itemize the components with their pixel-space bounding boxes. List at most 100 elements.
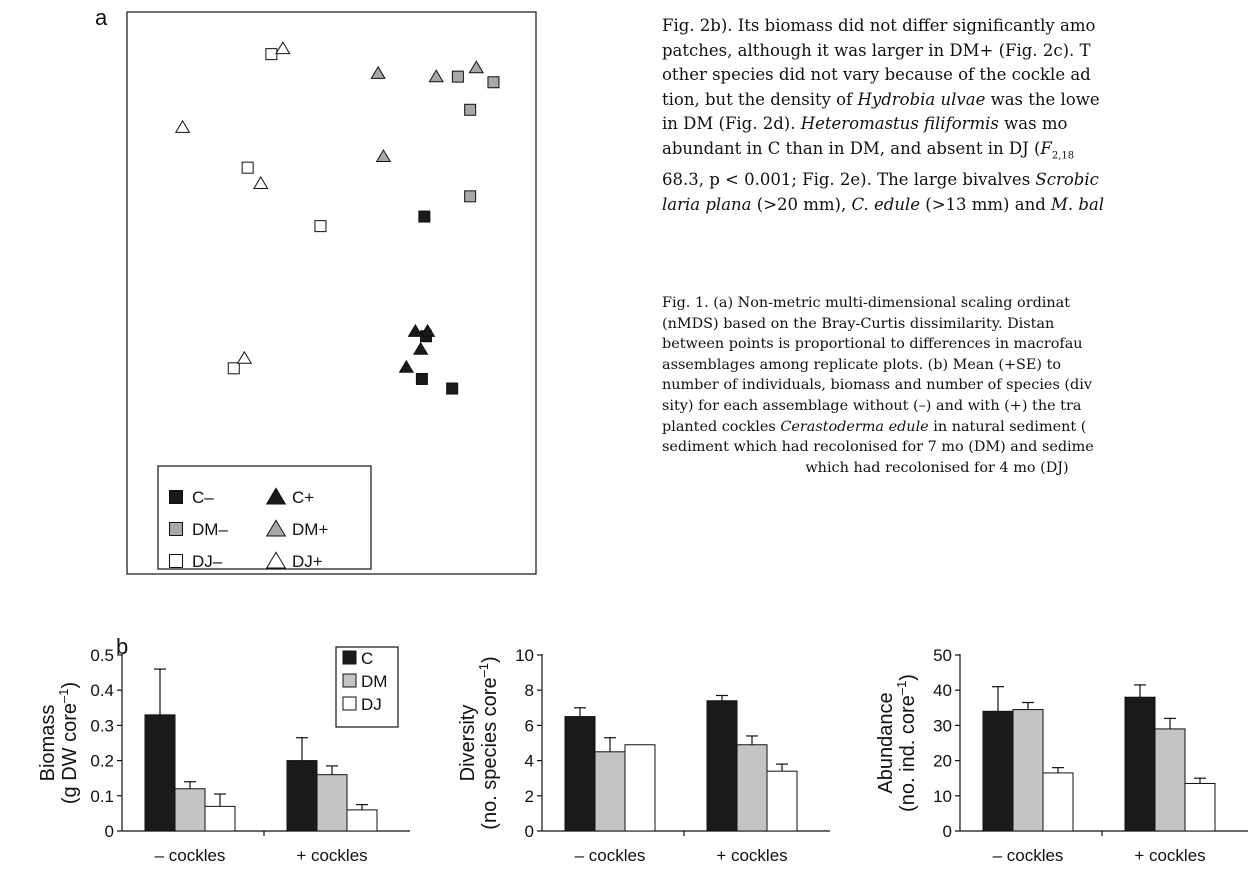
y-axis-title: Abundance [875,692,897,793]
y-tick-label: 6 [525,716,534,735]
y-axis-unit: (no. species core–1) [476,656,501,829]
body-line: patches, although it was larger in DM+ (… [662,40,1091,60]
nmds-point [314,220,327,233]
legend-label: DJ+ [292,552,323,571]
legend-marker [169,554,183,568]
nmds-point [418,210,431,223]
nmds-point [451,70,464,83]
bar [1124,696,1156,832]
nmds-points [174,41,500,395]
body-line: 68.3, p < 0.001; Fig. 2e). The large biv… [662,170,1099,190]
bar [982,710,1014,832]
nmds-point [265,48,278,61]
body-line: abundant in C than in DM, and absent in … [662,138,1075,161]
nmds-point [375,149,392,163]
y-axis-unit: (g DW core–1) [56,682,81,804]
bar-chart: 0 2 4 6 8 10 – cockles + cockles Diversity (no. s… [457,646,830,865]
species-name: Scrobic [1035,170,1099,190]
bar-legend-label: DJ [361,695,382,714]
y-tick-label: 4 [525,752,534,771]
nmds-point [275,41,291,55]
caption-line: which had recolonised for 4 mo (DJ) [805,459,1069,476]
bar-legend-label: DM [361,672,387,691]
legend-marker [265,519,287,537]
bar-legend-swatch [342,696,357,711]
x-category-label: – cockles [155,846,226,865]
nmds-point [253,176,269,190]
bar [346,809,378,832]
caption-line: planted cockles Cerastoderma edule in na… [662,418,1087,435]
bar-legend-label: C [361,649,373,668]
caption-line: number of individuals, biomass and numbe… [662,377,1092,394]
y-tick-label: 50 [933,646,952,665]
y-tick-label: 2 [525,787,534,806]
nmds-point [446,382,459,395]
y-tick-label: 0.3 [90,716,114,735]
bar [1042,772,1074,832]
x-category-label: + cockles [296,846,367,865]
caption-line: (nMDS) based on the Bray-Curtis dissimil… [662,315,1055,332]
panel-letter-a: a [95,5,108,30]
body-line: tion, but the density of Hydrobia ulvae … [662,89,1100,109]
legend-label: C+ [292,488,314,507]
bar [624,744,656,832]
nmds-point [419,323,436,337]
nmds-point [398,359,415,373]
nmds-point [236,350,253,364]
legend-label: DM– [192,520,228,539]
y-tick-label: 0.4 [90,681,114,700]
y-tick-label: 30 [933,716,952,735]
figure-caption: Fig. 1. (a) Non-metric multi-dimensional… [662,293,1252,478]
y-tick-label: 0.2 [90,752,114,771]
bar [144,714,176,832]
nmds-point [415,372,428,385]
caption-line: assemblages among replicate plots. (b) M… [662,356,1062,373]
nmds-point [428,69,444,83]
x-category-label: + cockles [1134,846,1205,865]
legend-label: C– [192,488,214,507]
bar [204,805,236,832]
bar-legend-swatch [342,673,357,688]
bar [1184,782,1216,832]
species-name: M. bal [1051,194,1105,214]
caption-line: sediment which had recolonised for 7 mo … [662,439,1094,456]
y-tick-label: 0.5 [90,646,114,665]
y-tick-label: 0 [525,822,534,841]
species-name: C. edule [851,194,921,214]
bar [706,700,738,832]
legend-marker [265,487,287,505]
legend-label: DJ– [192,552,223,571]
nmds-point [241,161,254,174]
y-tick-label: 0.1 [90,787,114,806]
y-tick-label: 10 [933,787,952,806]
body-text: Fig. 2b). Its biomass did not differ sig… [662,14,1257,217]
bar [1012,709,1044,832]
nmds-point [464,103,477,116]
bar [1154,728,1186,832]
nmds-point [468,60,484,74]
y-tick-label: 20 [933,752,952,771]
body-line: other species did not vary because of th… [662,65,1091,84]
bar [174,788,206,832]
species-name: Hydrobia ulvae [857,89,986,109]
bar-chart: 0 0.1 0.2 0.3 0.4 0.5 – cockles + cockles Biomas… [37,646,410,865]
bar-chart: 0 10 20 30 40 50 – cockles + cockles Abundance (n… [875,646,1248,865]
y-tick-label: 8 [525,681,534,700]
body-line: in DM (Fig. 2d). Heteromastus filiformis… [662,114,1068,133]
nmds-point [227,362,240,375]
legend-marker [265,551,287,569]
legend-marker [169,490,183,504]
nmds-point [174,119,191,133]
nmds-point [412,341,429,355]
y-tick-label: 0 [943,822,952,841]
nmds-point [407,323,424,337]
bar [736,744,768,832]
y-axis-unit: (no. ind. core–1) [894,674,919,812]
bar-legend-swatch [342,650,357,665]
nmds-point [464,190,477,203]
nmds-legend: C– C+ DM– DM+ DJ– DJ+ [157,465,372,571]
bar-legend: C DM DJ [335,646,399,728]
species-name: laria plana [662,194,752,214]
